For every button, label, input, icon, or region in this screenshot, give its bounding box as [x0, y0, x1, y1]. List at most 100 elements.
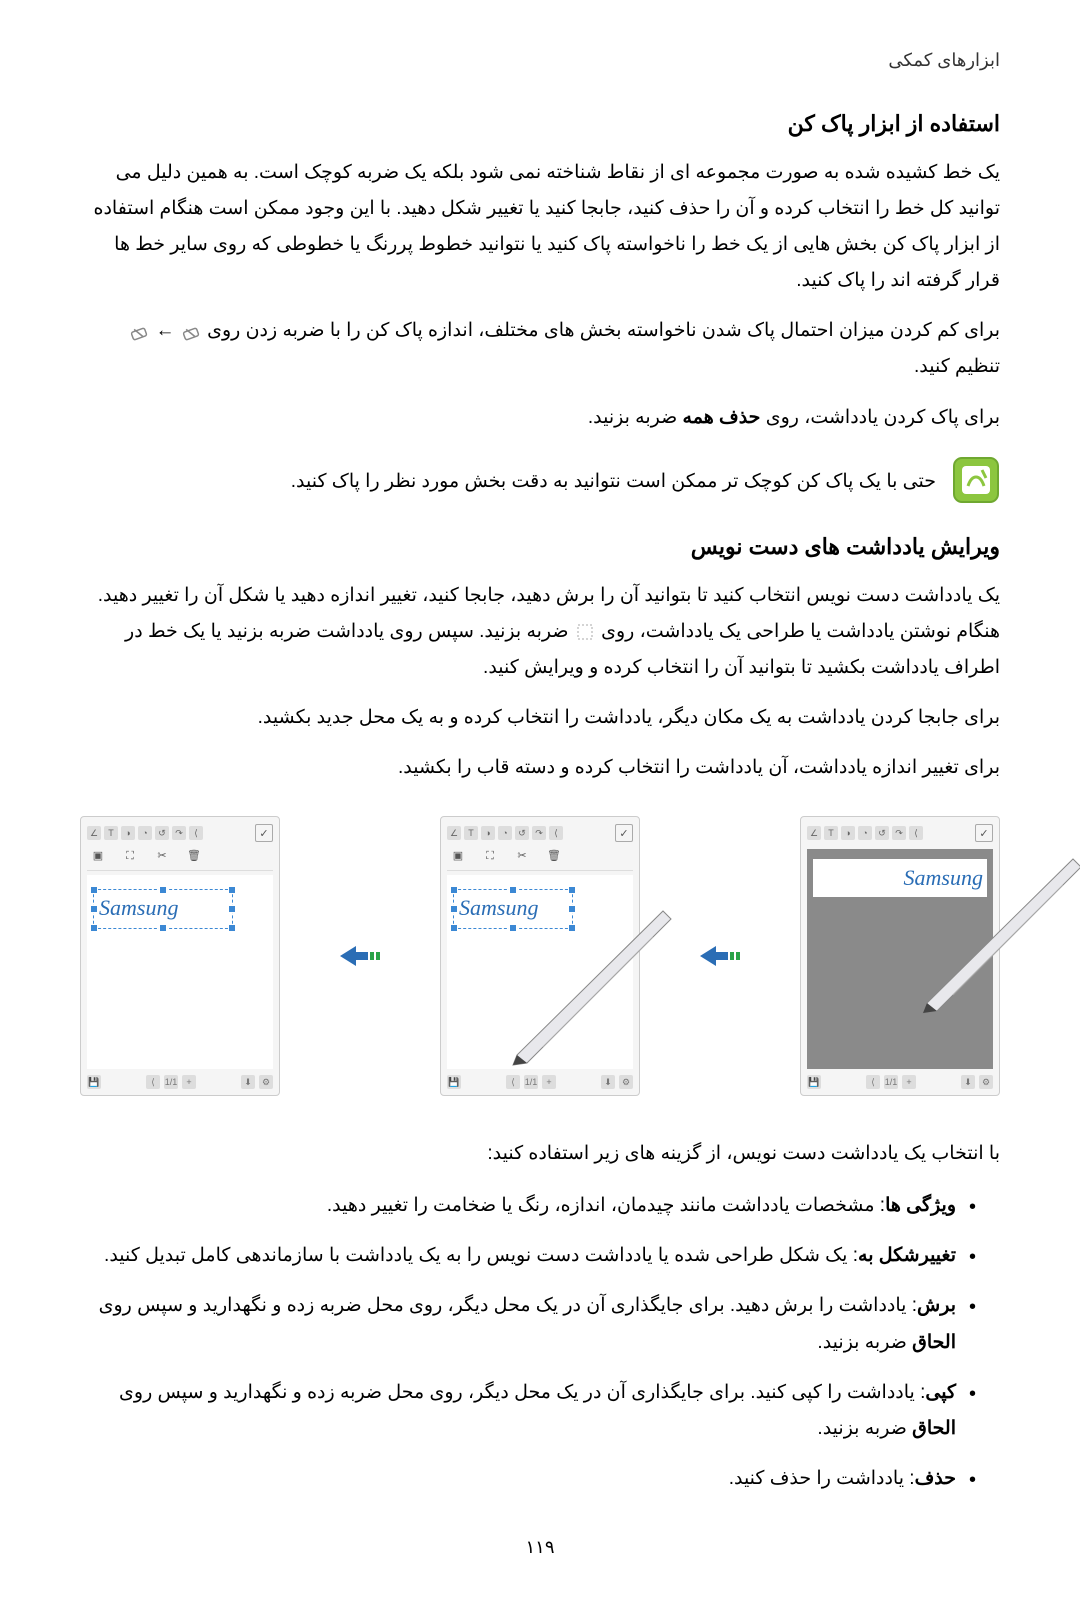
- edit-paragraph-1: یک یادداشت دست نویس انتخاب کنید تا بتوان…: [80, 578, 1000, 686]
- arrow-icon: [335, 944, 385, 968]
- handwriting-text: Samsung: [459, 895, 538, 921]
- option-item: برش: یادداشت را برش دهید. برای جایگذاری …: [80, 1288, 976, 1360]
- page-number: ١١٩: [80, 1537, 1000, 1558]
- tool-icon: ↷: [892, 826, 906, 840]
- note-callout: حتی با یک پاک کن کوچک تر ممکن است نتوانی…: [80, 456, 1000, 504]
- save-icon: 💾: [807, 1075, 821, 1089]
- phone-mock-1: ∠T◑◔↺↷⟨ ✓ Samsung 💾⟨1/1+⬇⚙: [800, 816, 1000, 1096]
- eraser-section-title: استفاده از ابزار پاک کن: [80, 111, 1000, 137]
- bottom-icon: ⚙: [979, 1075, 993, 1089]
- eraser-paragraph-1: یک خط کشیده شده به صورت مجموعه ای از نقا…: [80, 155, 1000, 299]
- save-icon: 💾: [87, 1075, 101, 1089]
- phone3-secondary-toolbar: ▣ ⛶ ✂ 🗑: [87, 849, 273, 871]
- tool-icon: ↷: [172, 826, 186, 840]
- option-text: : یادداشت را حذف کنید.: [729, 1468, 915, 1489]
- page-control: ⟨: [506, 1075, 520, 1089]
- tool-icon: T: [104, 826, 118, 840]
- bottom-icon: ⬇: [241, 1075, 255, 1089]
- tool-icon: ↺: [875, 826, 889, 840]
- option-bold-2: الحاق: [912, 1418, 956, 1439]
- select-icon: [574, 621, 596, 643]
- page-control: +: [542, 1075, 556, 1089]
- option-item: کپی: یادداشت را کپی کنید. برای جایگذاری …: [80, 1375, 976, 1447]
- check-icon: ✓: [975, 824, 993, 842]
- phone2-bottom-bar: 💾⟨1/1+⬇⚙: [447, 1073, 633, 1091]
- option-bold: تغییرشکل به: [858, 1245, 956, 1266]
- save-icon: 💾: [447, 1075, 461, 1089]
- tool-icon: T: [464, 826, 478, 840]
- handwriting-text: Samsung: [813, 859, 987, 897]
- edit-paragraph-2: برای جابجا کردن یادداشت به یک مکان دیگر،…: [80, 700, 1000, 736]
- page-control: +: [902, 1075, 916, 1089]
- tool-icon: ◔: [138, 826, 152, 840]
- edit-section-title: ویرایش یادداشت های دست نویس: [80, 534, 1000, 560]
- phone2-secondary-toolbar: ▣ ⛶ ✂ 🗑: [447, 849, 633, 871]
- bottom-icon: ⬇: [601, 1075, 615, 1089]
- secondary-tool-icon: ✂: [515, 851, 529, 865]
- phone3-toolbar: ∠T◑◔↺↷⟨ ✓: [87, 823, 273, 843]
- phone2-canvas: Samsung: [447, 875, 633, 1069]
- note-pencil-icon: [952, 456, 1000, 504]
- phone-mock-2: ∠T◑◔↺↷⟨ ✓ ▣⛶✂🗑 Samsung 💾⟨1/1+⬇⚙: [440, 816, 640, 1096]
- eraser-paragraph-3: برای پاک کردن یادداشت، روی حذف همه ضربه …: [80, 400, 1000, 436]
- tool-icon: ◑: [841, 826, 855, 840]
- header-section-title: ابزارهای کمکی: [80, 50, 1000, 71]
- page-control: 1/1: [524, 1075, 538, 1089]
- tool-icon: ⟨: [909, 826, 923, 840]
- secondary-tool-icon: 🗑: [547, 851, 561, 865]
- stylus-icon: [503, 905, 673, 1075]
- option-bold: ویژگی ها: [885, 1195, 956, 1216]
- option-text: : یادداشت را کپی کنید. برای جایگذاری آن …: [119, 1382, 925, 1403]
- tool-icon: ◔: [858, 826, 872, 840]
- secondary-tool-icon: ▣: [91, 851, 105, 865]
- option-item: حذف: یادداشت را حذف کنید.: [80, 1461, 976, 1497]
- options-intro: با انتخاب یک یادداشت دست نویس، از گزینه …: [80, 1136, 1000, 1172]
- secondary-tool-icon: ✂: [155, 851, 169, 865]
- page-control: ⟨: [866, 1075, 880, 1089]
- handwriting-text: Samsung: [99, 895, 178, 921]
- tool-icon: ◑: [481, 826, 495, 840]
- tool-icon: ↺: [515, 826, 529, 840]
- tool-icon: ◔: [498, 826, 512, 840]
- option-item: ویژگی ها: مشخصات یادداشت مانند چیدمان، ا…: [80, 1188, 976, 1224]
- secondary-tool-icon: ⛶: [483, 851, 497, 865]
- page-control: 1/1: [164, 1075, 178, 1089]
- eraser-paragraph-2: برای کم کردن میزان احتمال پاک شدن ناخواس…: [80, 313, 1000, 385]
- phone1-toolbar: ∠T◑◔↺↷⟨ ✓: [807, 823, 993, 843]
- phone-mock-3: ∠T◑◔↺↷⟨ ✓ ▣⛶✂🗑 Samsung 💾⟨1/1+⬇⚙: [80, 816, 280, 1096]
- tool-icon: ∠: [447, 826, 461, 840]
- tool-icon: ⟨: [549, 826, 563, 840]
- option-item: تغییرشکل به: یک شکل طراحی شده یا یادداشت…: [80, 1238, 976, 1274]
- note-text: حتی با یک پاک کن کوچک تر ممکن است نتوانی…: [291, 456, 936, 500]
- page-control: +: [182, 1075, 196, 1089]
- secondary-tool-icon: 🗑: [187, 851, 201, 865]
- check-icon: ✓: [615, 824, 633, 842]
- tool-icon: ∠: [87, 826, 101, 840]
- tool-icon: ↺: [155, 826, 169, 840]
- option-text: : یادداشت را برش دهید. برای جایگذاری آن …: [99, 1295, 917, 1316]
- phone3-canvas: Samsung: [87, 875, 273, 1069]
- tool-icon: ↷: [532, 826, 546, 840]
- tool-icon: T: [824, 826, 838, 840]
- bottom-icon: ⚙: [259, 1075, 273, 1089]
- option-bold: برش: [917, 1295, 956, 1316]
- tool-icon: ◑: [121, 826, 135, 840]
- edit-paragraph-3: برای تغییر اندازه یادداشت، آن یادداشت را…: [80, 750, 1000, 786]
- option-text: : یک شکل طراحی شده یا یادداشت دست نویس ر…: [104, 1245, 858, 1266]
- option-bold-2: الحاق: [912, 1332, 956, 1353]
- option-bold: کپی: [925, 1382, 956, 1403]
- option-text: : مشخصات یادداشت مانند چیدمان، اندازه، ر…: [327, 1195, 885, 1216]
- phone1-canvas: Samsung: [807, 849, 993, 1069]
- page-control: 1/1: [884, 1075, 898, 1089]
- check-icon: ✓: [255, 824, 273, 842]
- secondary-tool-icon: ⛶: [123, 851, 137, 865]
- phone1-bottom-bar: 💾⟨1/1+⬇⚙: [807, 1073, 993, 1091]
- arrow-icon: [695, 944, 745, 968]
- option-bold: حذف: [915, 1468, 956, 1489]
- options-list: ویژگی ها: مشخصات یادداشت مانند چیدمان، ا…: [80, 1188, 1000, 1497]
- figure-row: ∠T◑◔↺↷⟨ ✓ ▣⛶✂🗑 Samsung 💾⟨1/1+⬇⚙ ∠T◑◔↺↷⟨ …: [80, 816, 1000, 1096]
- secondary-tool-icon: ▣: [451, 851, 465, 865]
- eraser-icon: [180, 320, 202, 342]
- tool-icon: ∠: [807, 826, 821, 840]
- eraser-icon: [128, 320, 150, 342]
